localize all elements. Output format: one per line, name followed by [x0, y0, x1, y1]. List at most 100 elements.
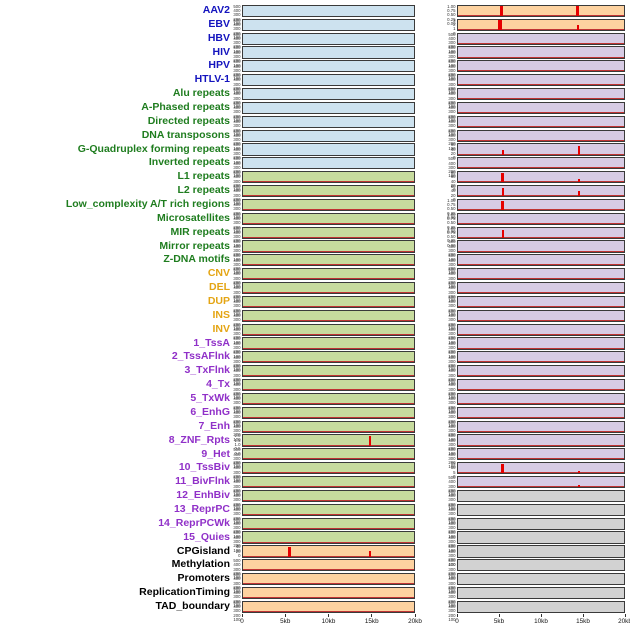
- y-tick-label: 400: [448, 35, 456, 41]
- y-axis-ticks: 500 400 300 200 100: [230, 295, 242, 317]
- y-tick-label: 100: [448, 104, 456, 110]
- y-tick-label: 300: [448, 109, 456, 115]
- y-tick-label: 500: [448, 599, 456, 605]
- y-axis-ticks: 500 400 300 200 100: [443, 129, 457, 151]
- y-tick-label: 300: [233, 497, 241, 503]
- y-tick-label: 300: [448, 164, 456, 170]
- y-tick-label: 100: [233, 506, 241, 512]
- y-tick-label: 500: [233, 86, 241, 92]
- y-tick-label: 300: [448, 275, 456, 281]
- y-tick-label: 400: [233, 562, 241, 568]
- track-row: CPGisland 40 20 0 500 400 300 200 100: [0, 545, 625, 566]
- y-tick-label: 200: [448, 390, 456, 396]
- y-tick-label: 100: [448, 603, 456, 609]
- y-tick-label: 200: [233, 293, 241, 299]
- y-axis-ticks: 1.00 0.75 0.50 0.25 0.00: [443, 198, 457, 220]
- y-tick-label: 100: [448, 90, 456, 96]
- signal-spike: [501, 463, 505, 474]
- row-label: Microsatellites: [157, 211, 230, 224]
- signal-panel: [242, 101, 415, 114]
- y-tick-label: 20: [450, 183, 456, 188]
- track-panel-right: 500 400 300 200 100: [443, 73, 625, 95]
- y-tick-label: 400: [233, 299, 241, 305]
- signal-panel: [242, 337, 415, 350]
- y-tick-label: 200: [233, 238, 241, 244]
- track-row: DNA transposons 500 400 300 200 100 500 400 300 2…: [0, 129, 625, 151]
- y-tick-label: 400: [448, 382, 456, 388]
- y-axis-ticks: 500 400 300 200 100: [230, 572, 242, 594]
- y-tick-label: 0: [238, 552, 241, 558]
- y-tick-label: 500: [233, 170, 241, 176]
- signal-panel: [242, 281, 415, 295]
- y-axis-ticks: 500 400 300 200 100: [443, 337, 457, 359]
- y-tick-label: 500: [233, 488, 241, 494]
- signal-spike: [501, 229, 504, 238]
- signal-panel: [457, 4, 625, 17]
- y-tick-label: 100: [448, 131, 456, 137]
- y-tick-label: 500: [448, 405, 456, 411]
- y-tick-label: 300: [233, 608, 241, 614]
- signal-spike: [578, 484, 581, 488]
- y-tick-label: 200: [233, 224, 241, 230]
- signal-panel: [457, 101, 625, 114]
- track-panel-left: 500 400 300 200 100: [230, 447, 415, 469]
- y-tick-label: 100: [233, 34, 241, 40]
- y-tick-label: 300: [448, 608, 456, 614]
- signal-baseline: [243, 416, 414, 418]
- y-tick-label: 300: [448, 95, 456, 101]
- track-panel-left: 500 400 300 200 100: [230, 212, 415, 234]
- y-tick-label: 200: [448, 515, 456, 521]
- y-tick-label: 200: [448, 335, 456, 341]
- y-axis-ticks: 500 400 300 200 100: [230, 420, 242, 442]
- x-tick-label: 5kb: [493, 617, 505, 625]
- signal-panel: [457, 379, 625, 392]
- y-tick-label: 300: [233, 289, 241, 295]
- signal-panel: [242, 489, 415, 503]
- signal-baseline: [243, 610, 414, 612]
- row-label: 12_EnhBiv: [176, 489, 230, 502]
- signal-baseline: [458, 14, 624, 16]
- row-label: HIV: [212, 45, 230, 58]
- y-tick-label: 200: [448, 266, 456, 272]
- y-tick-label: 100: [448, 118, 456, 123]
- y-tick-label: 300: [448, 400, 456, 406]
- signal-baseline: [458, 319, 624, 321]
- track-row: 15_Quies 500 400 300 200 100 500 400 300 200 100: [0, 531, 625, 552]
- y-tick-label: 100: [233, 603, 241, 609]
- signal-panel: [457, 586, 625, 600]
- track-panel-left: 500 400 300 200 100: [230, 420, 415, 442]
- y-axis-ticks: 500 400 300 200 100: [230, 170, 242, 192]
- y-tick-label: 200: [448, 598, 456, 604]
- track-panel-right: 500 400 300 200 100: [443, 87, 625, 109]
- y-tick-label: 100: [233, 547, 241, 553]
- y-tick-label: 300: [233, 539, 241, 545]
- y-tick-label: 400: [448, 410, 456, 416]
- row-label: 8_ZNF_Rpts: [168, 433, 230, 446]
- y-tick-label: 80: [450, 170, 456, 176]
- y-tick-label: 500: [233, 239, 241, 245]
- signal-baseline: [458, 389, 624, 391]
- y-tick-label: 300: [448, 566, 456, 572]
- y-tick-label: 300: [448, 442, 456, 448]
- track-row: Microsatellites 500 400 300 200 100 1.00 0.75 0.…: [0, 211, 625, 234]
- signal-panel: [457, 143, 625, 156]
- track-row: INV 500 400 300 200 100 500 400 300 200 100: [0, 323, 625, 345]
- y-axis-ticks: 500 400 300 200 100: [230, 364, 242, 386]
- signal-spike: [499, 5, 503, 16]
- y-tick-label: 300: [448, 525, 456, 531]
- track-panel-right: 500 400 300 200 100: [443, 267, 625, 289]
- signal-baseline: [458, 42, 624, 44]
- y-axis-ticks: 500 400 300 200 100: [443, 114, 457, 137]
- y-tick-label: 500: [448, 114, 456, 120]
- y-axis-ticks: 500 400 300 200 100: [443, 405, 457, 428]
- y-tick-label: 0.25: [447, 238, 456, 244]
- row-label: ReplicationTiming: [139, 586, 230, 599]
- row-label: Z-DNA motifs: [163, 253, 230, 266]
- track-panel-right: 500 400 300 200 100: [443, 586, 625, 608]
- track-panel-left: 500 400 300 200 100: [230, 488, 415, 511]
- track-row: 13_ReprPC 500 400 300 200 100 500 400 300 200 100: [0, 502, 625, 525]
- row-label: 13_ReprPC: [173, 502, 230, 515]
- track-row: 4_Tx 500 400 300 200 100 500 400 300 200 100: [0, 378, 625, 400]
- signal-spike: [578, 145, 581, 155]
- y-tick-label: 100: [233, 436, 241, 442]
